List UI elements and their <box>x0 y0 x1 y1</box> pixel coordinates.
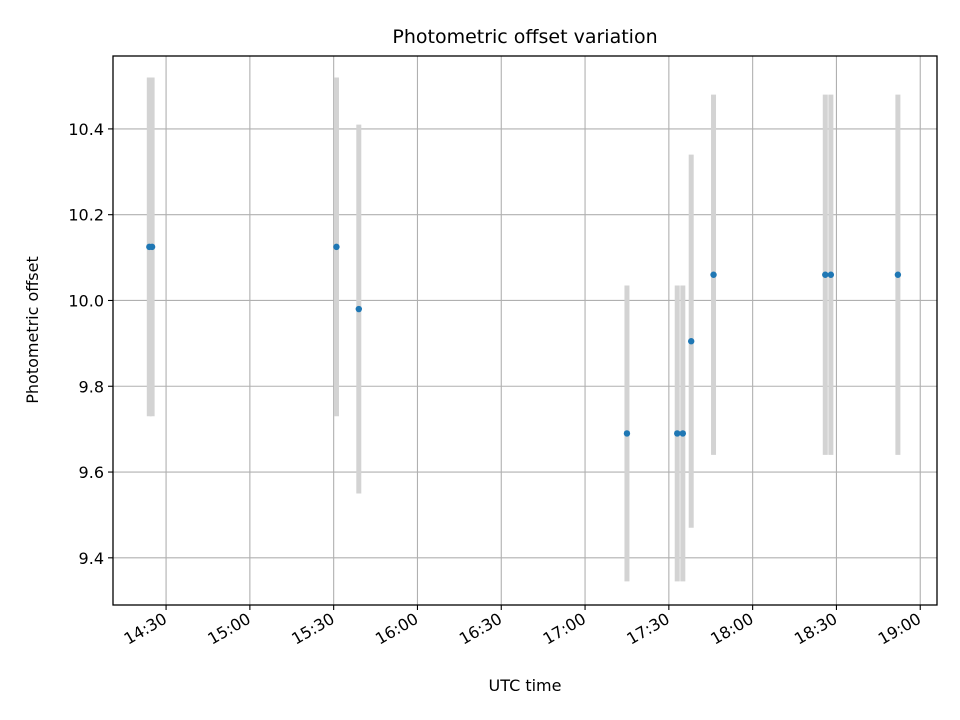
x-tick-label: 16:30 <box>456 609 505 649</box>
y-tick-label: 9.8 <box>79 377 104 396</box>
data-point <box>355 305 363 313</box>
data-point <box>148 243 156 251</box>
point-layer <box>146 243 902 437</box>
y-tick-label: 9.4 <box>79 549 104 568</box>
x-tick-label: 15:30 <box>288 609 337 649</box>
data-point <box>822 271 829 278</box>
x-tick-label: 14:30 <box>121 609 170 649</box>
data-point <box>623 430 631 437</box>
x-tick-label: 17:30 <box>623 609 672 649</box>
data-point <box>679 430 687 437</box>
y-axis-title: Photometric offset <box>23 256 42 404</box>
plot-area-frame <box>112 55 938 606</box>
data-point <box>687 338 695 345</box>
chart-title: Photometric offset variation <box>392 26 657 48</box>
y-tick-label: 10.2 <box>68 206 104 225</box>
tick-layer: 14:30 15:00 15:30 16:00 16:30 17:00 17:30 18:00… <box>68 120 924 649</box>
x-tick-label: 17:00 <box>540 609 589 649</box>
y-tick-label: 9.6 <box>79 463 104 482</box>
data-point <box>894 271 902 278</box>
data-point <box>827 271 835 278</box>
x-tick-label: 18:30 <box>791 609 840 649</box>
x-axis-title: UTC time <box>489 676 562 695</box>
y-tick-label: 10.4 <box>68 120 104 139</box>
x-tick-label: 18:00 <box>707 609 756 649</box>
grid-layer <box>113 56 937 605</box>
y-tick-label: 10.0 <box>68 291 104 310</box>
data-point <box>333 243 340 251</box>
x-tick-label: 16:00 <box>372 609 421 649</box>
errorbar-layer <box>146 77 901 582</box>
data-point <box>710 271 717 278</box>
x-tick-label: 19:00 <box>875 609 924 649</box>
x-tick-label: 15:00 <box>204 609 253 649</box>
data-point <box>674 430 681 437</box>
